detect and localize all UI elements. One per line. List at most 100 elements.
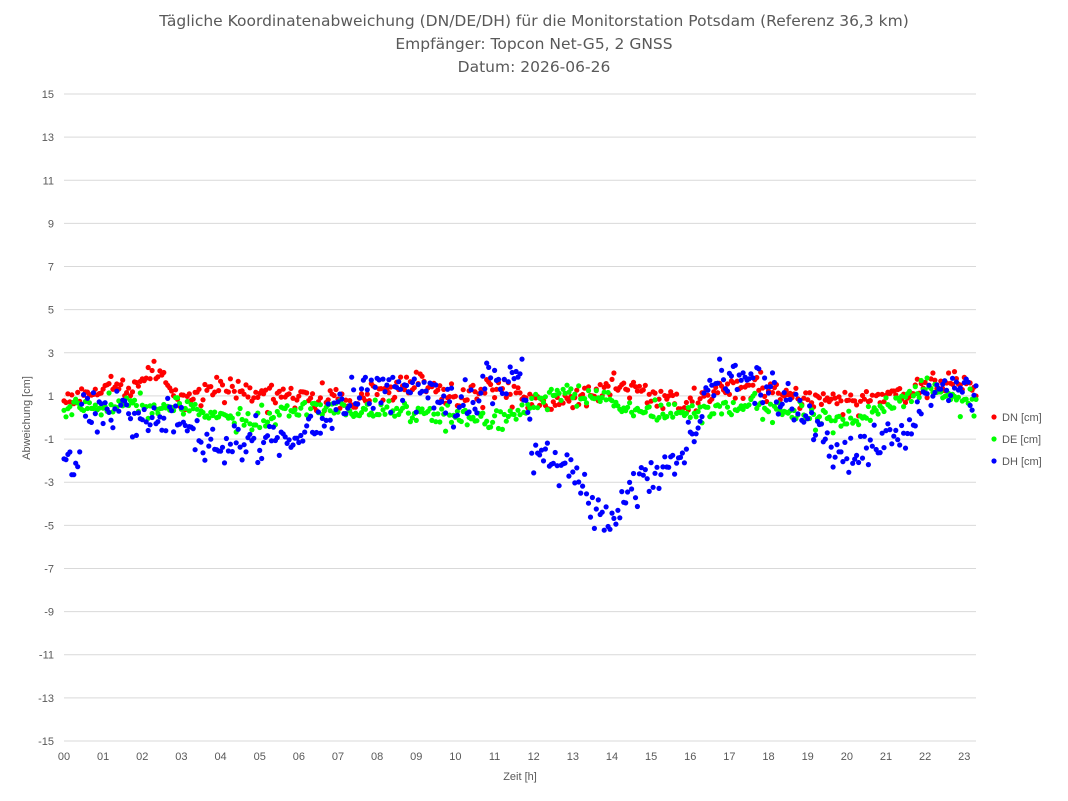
data-point: [538, 447, 545, 453]
legend: DN [cm] DE [cm] DH [cm]: [991, 412, 1042, 468]
data-point: [370, 405, 376, 411]
data-point: [480, 404, 486, 411]
data-point: [492, 413, 498, 419]
data-point: [816, 395, 823, 401]
data-point: [670, 414, 676, 420]
data-point: [92, 402, 98, 408]
data-point: [574, 465, 580, 471]
data-point: [842, 439, 848, 445]
data-point: [767, 384, 774, 390]
data-point: [852, 398, 858, 404]
data-point: [347, 398, 353, 404]
data-point: [754, 374, 760, 381]
data-point: [856, 459, 862, 466]
data-point: [495, 425, 502, 432]
data-point: [552, 449, 558, 456]
data-point: [724, 381, 731, 387]
data-point: [464, 397, 470, 403]
data-point: [501, 411, 507, 418]
data-point: [582, 385, 588, 391]
data-point: [208, 436, 214, 442]
data-point: [910, 393, 917, 399]
data-point: [382, 411, 388, 417]
data-point: [797, 397, 803, 403]
data-point: [738, 384, 744, 390]
data-point: [625, 489, 631, 495]
data-point: [965, 379, 971, 385]
data-point: [576, 383, 582, 389]
data-point: [603, 397, 609, 403]
data-point: [486, 364, 492, 370]
data-point: [296, 393, 302, 399]
data-point: [75, 400, 81, 406]
data-point: [239, 457, 245, 463]
data-point: [689, 399, 695, 405]
data-point: [654, 464, 660, 470]
data-point: [685, 419, 691, 425]
y-tick-label: -9: [44, 607, 54, 619]
data-point: [169, 388, 175, 394]
data-point: [190, 406, 196, 412]
data-point: [916, 394, 922, 401]
data-point: [439, 399, 445, 405]
data-point: [370, 413, 376, 419]
data-point: [198, 403, 204, 409]
data-point: [341, 402, 347, 408]
data-point: [685, 405, 691, 411]
data-point: [133, 432, 139, 438]
data-point: [443, 428, 449, 434]
data-point: [243, 449, 249, 455]
data-point: [701, 390, 707, 396]
data-point: [582, 471, 588, 477]
data-point: [764, 398, 770, 405]
data-point: [212, 389, 218, 395]
data-point: [366, 401, 372, 407]
data-point: [94, 429, 100, 435]
data-point: [605, 389, 611, 396]
data-point: [730, 399, 736, 406]
data-point: [595, 497, 601, 503]
y-tick-label: -7: [44, 563, 54, 575]
data-point: [683, 446, 690, 452]
data-point: [407, 390, 413, 396]
data-point: [705, 404, 711, 410]
data-point: [264, 433, 271, 439]
data-point: [398, 374, 404, 380]
data-point: [478, 386, 484, 392]
data-point: [300, 438, 306, 444]
data-point: [81, 392, 87, 398]
data-point: [296, 412, 302, 418]
data-point: [711, 393, 717, 399]
data-point: [143, 419, 149, 425]
data-point: [630, 413, 637, 419]
data-point: [854, 452, 860, 458]
x-tick-label: 03: [175, 751, 187, 763]
data-point: [548, 406, 554, 412]
data-point: [881, 445, 887, 451]
data-point: [290, 442, 296, 448]
y-axis-label: Abweichung [cm]: [21, 376, 33, 460]
data-point: [674, 391, 680, 397]
data-point: [881, 399, 887, 405]
data-point: [474, 418, 480, 424]
data-point: [646, 391, 652, 397]
data-point: [493, 408, 500, 414]
data-point: [542, 394, 549, 400]
data-point: [278, 394, 284, 400]
data-point: [337, 391, 343, 397]
data-point: [208, 384, 214, 390]
data-point: [580, 483, 586, 489]
data-point: [261, 418, 267, 424]
data-point: [133, 402, 139, 409]
data-point: [210, 426, 216, 432]
data-point: [135, 383, 141, 389]
data-point: [623, 500, 629, 506]
data-point: [484, 418, 490, 424]
data-point: [670, 452, 676, 458]
data-point: [861, 396, 868, 402]
data-point: [388, 384, 394, 390]
y-axis-ticks: 15 13 11 9 7 5 3 1 -1 -3 -5 -7 -9 -11 -13 -15: [38, 89, 54, 748]
data-point: [259, 402, 265, 408]
data-point: [331, 400, 337, 406]
data-point: [394, 384, 400, 390]
